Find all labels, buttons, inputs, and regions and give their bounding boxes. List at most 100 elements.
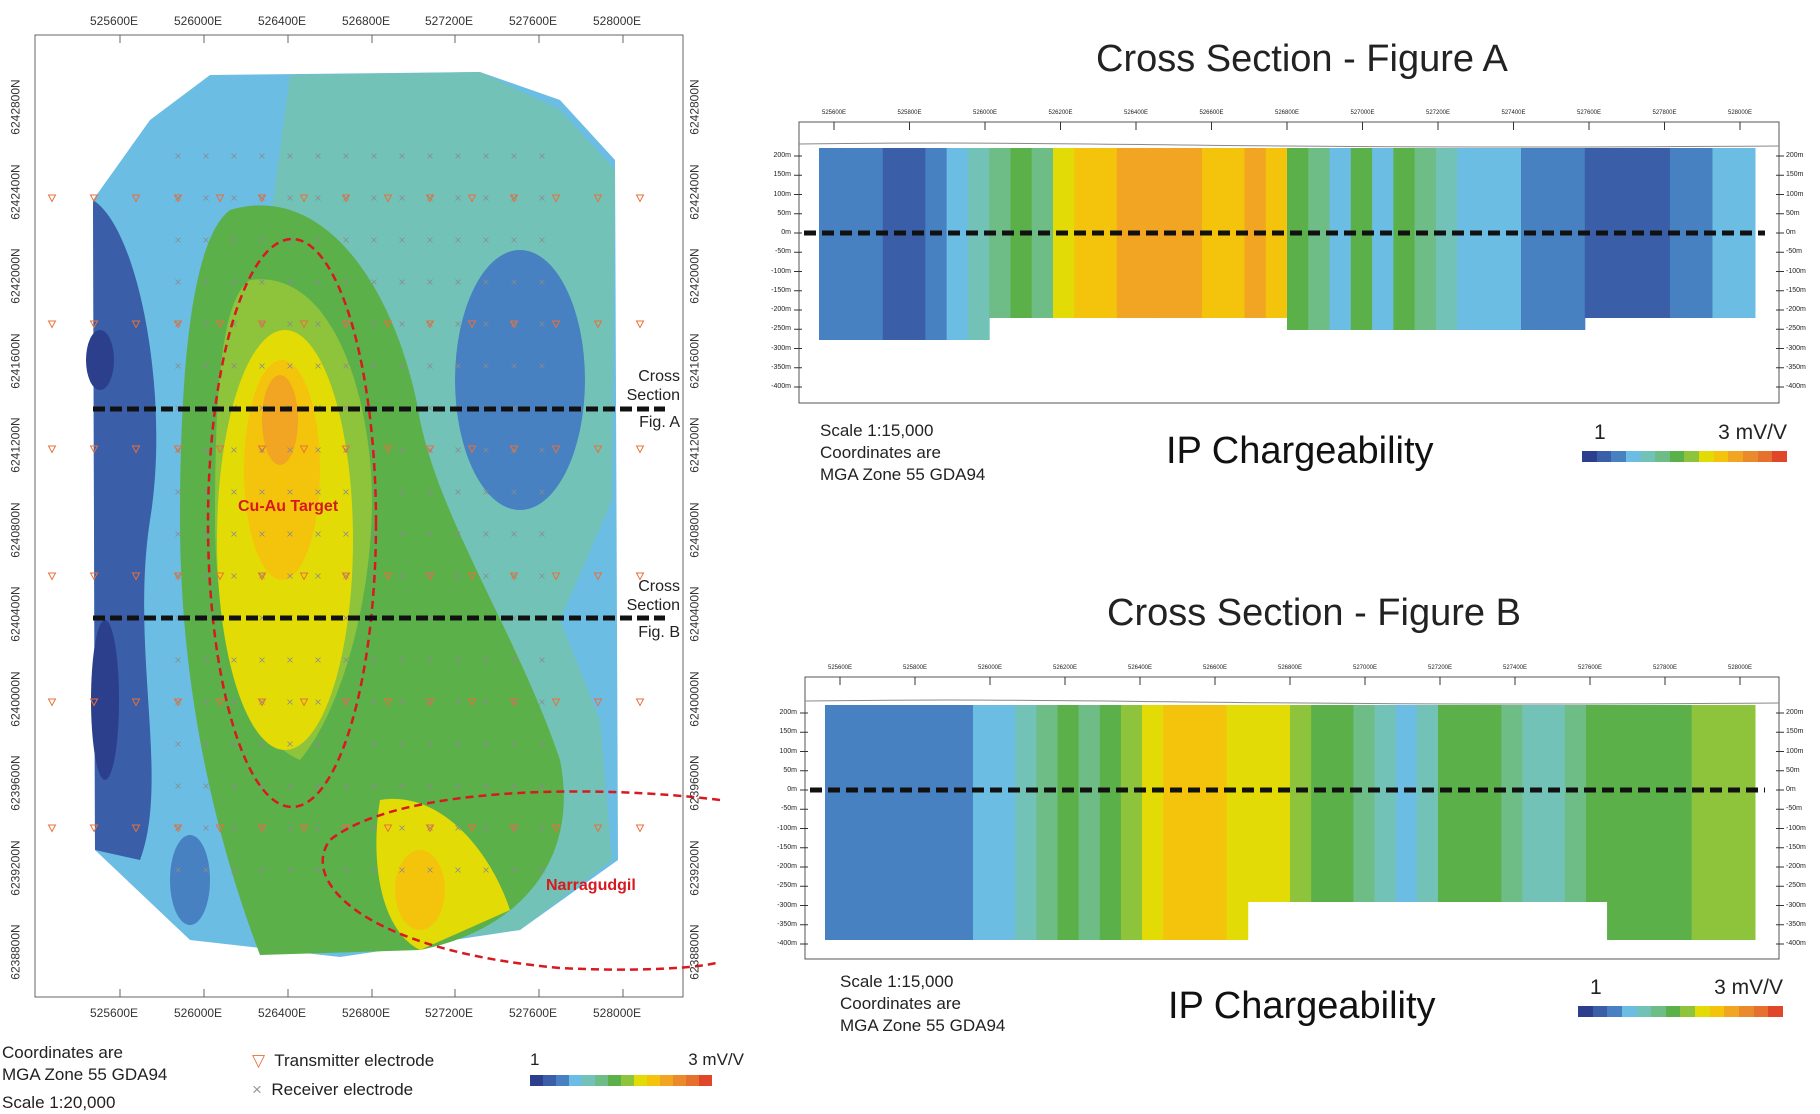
northing-label-left: 6242000N bbox=[8, 248, 23, 304]
receiver-icon bbox=[427, 867, 433, 873]
section-cell bbox=[1501, 705, 1523, 902]
transmitter-icon bbox=[425, 698, 435, 707]
depth-label-left: -250m bbox=[771, 325, 791, 333]
easting-tick-label: 527000E bbox=[1352, 665, 1378, 671]
label-line: Fig. B bbox=[638, 624, 680, 641]
figure-b-title: Cross Section - Figure B bbox=[1107, 592, 1521, 634]
figure-a-colorbar: 1 3 mV/V bbox=[1582, 421, 1787, 462]
receiver-icon bbox=[343, 615, 349, 621]
receiver-icon bbox=[287, 825, 293, 831]
map-scale: Scale 1:20,000 bbox=[2, 1093, 116, 1112]
receiver-icon bbox=[175, 153, 181, 159]
colorbar-swatch bbox=[1621, 1006, 1637, 1017]
section-cell bbox=[1247, 705, 1270, 902]
receiver-icon bbox=[231, 741, 237, 747]
receiver-icon bbox=[483, 825, 489, 831]
northing-label-right: 6242800N bbox=[687, 79, 702, 135]
receiver-icon bbox=[287, 741, 293, 747]
receiver-icon bbox=[231, 573, 237, 579]
receiver-icon bbox=[511, 237, 517, 243]
colorbar-swatch bbox=[1709, 1006, 1725, 1017]
receiver-icon bbox=[231, 237, 237, 243]
receiver-icon bbox=[259, 237, 265, 243]
section-cell bbox=[1628, 705, 1650, 940]
receiver-icon bbox=[371, 279, 377, 285]
receiver-icon bbox=[287, 447, 293, 453]
receiver-icon bbox=[259, 699, 265, 705]
transmitter-icon bbox=[89, 698, 99, 707]
receiver-icon bbox=[455, 867, 461, 873]
receiver-icon bbox=[539, 867, 545, 873]
depth-label-right: 150m bbox=[1786, 728, 1804, 736]
receiver-icon bbox=[399, 825, 405, 831]
receiver-icon bbox=[455, 363, 461, 369]
figure-a-heading: IP Chargeability bbox=[1166, 430, 1434, 472]
transmitter-icon bbox=[341, 572, 351, 581]
transmitter-icon bbox=[47, 572, 57, 581]
northing-label-right: 6239200N bbox=[687, 840, 702, 896]
receiver-icon bbox=[371, 195, 377, 201]
receiver-icon bbox=[315, 867, 321, 873]
receiver-icon bbox=[511, 321, 517, 327]
colorbar-swatch bbox=[1611, 451, 1626, 462]
section-cell bbox=[972, 705, 995, 940]
receiver-icon bbox=[175, 321, 181, 327]
receiver-icon bbox=[483, 867, 489, 873]
receiver-icon bbox=[455, 321, 461, 327]
easting-tick-label: 526600E bbox=[1199, 110, 1224, 116]
easting-tick-label: 525800E bbox=[897, 110, 922, 116]
receiver-icon bbox=[539, 447, 545, 453]
transmitter-icon bbox=[551, 445, 561, 454]
transmitter-icon bbox=[173, 572, 183, 581]
receiver-icon bbox=[287, 531, 293, 537]
transmitter-icon bbox=[551, 572, 561, 581]
note-line: MGA Zone 55 GDA94 bbox=[2, 1065, 168, 1084]
transmitter-icon bbox=[467, 320, 477, 329]
northing-label-left: 6241600N bbox=[8, 333, 23, 389]
transmitter-icon bbox=[131, 320, 141, 329]
northing-label-right: 6239600N bbox=[687, 755, 702, 811]
receiver-icon bbox=[483, 195, 489, 201]
section-cell bbox=[1437, 705, 1460, 902]
receiver-icon bbox=[483, 279, 489, 285]
easting-tick-label: 526000E bbox=[977, 665, 1003, 671]
northing-label-right: 6240800N bbox=[687, 502, 702, 558]
receiver-icon bbox=[259, 573, 265, 579]
receiver-icon bbox=[371, 363, 377, 369]
section-cell bbox=[1120, 705, 1143, 940]
section-cell bbox=[1057, 705, 1080, 940]
easting-tick-label: 526800E bbox=[1274, 110, 1300, 116]
section-cell bbox=[1201, 148, 1224, 318]
depth-label-right: -200m bbox=[1786, 306, 1806, 313]
northing-label-left: 6239200N bbox=[8, 840, 23, 896]
transmitter-icon bbox=[341, 320, 351, 329]
transmitter-icon bbox=[215, 194, 225, 203]
receiver-icon bbox=[287, 489, 293, 495]
receiver-icon bbox=[427, 237, 433, 243]
northing-label-left: 6238800N bbox=[8, 924, 23, 980]
receiver-icon bbox=[371, 825, 377, 831]
depth-label-left: 0m bbox=[781, 229, 791, 236]
transmitter-icon bbox=[425, 320, 435, 329]
receiver-icon bbox=[343, 699, 349, 705]
section-cell bbox=[1480, 705, 1502, 902]
section-cell bbox=[1268, 705, 1291, 902]
receiver-icon bbox=[343, 153, 349, 159]
receiver-icon bbox=[231, 825, 237, 831]
section-cell bbox=[904, 148, 926, 340]
receiver-icon bbox=[455, 573, 461, 579]
receiver-icon bbox=[483, 573, 489, 579]
transmitter-icon bbox=[383, 320, 393, 329]
transmitter-icon bbox=[593, 194, 603, 203]
section-cell bbox=[1332, 705, 1354, 902]
section-b-label: Cross Section Fig. B bbox=[627, 577, 680, 642]
receiver-icon bbox=[427, 741, 433, 747]
receiver-icon bbox=[371, 657, 377, 663]
transmitter-icon bbox=[593, 320, 603, 329]
transmitter-icon bbox=[89, 572, 99, 581]
section-cell bbox=[1478, 148, 1501, 330]
depth-label-left: 200m bbox=[773, 152, 791, 159]
receiver-icon bbox=[539, 699, 545, 705]
transmitter-icon bbox=[89, 320, 99, 329]
receiver-icon bbox=[455, 699, 461, 705]
